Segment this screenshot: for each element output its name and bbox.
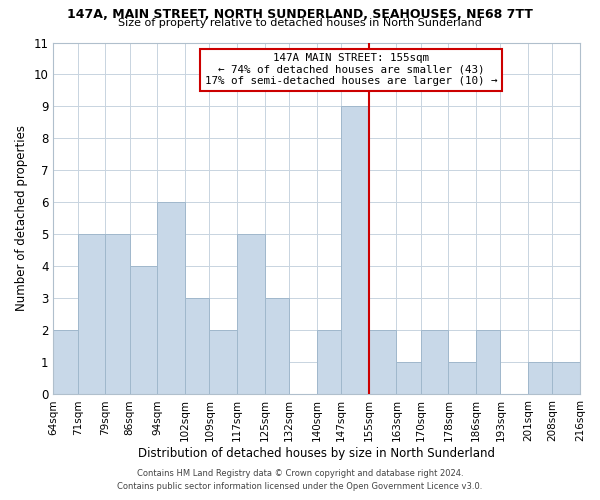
Bar (397, 362, 421, 394)
Bar (53, 330, 77, 394)
Text: 147A, MAIN STREET, NORTH SUNDERLAND, SEAHOUSES, NE68 7TT: 147A, MAIN STREET, NORTH SUNDERLAND, SEA… (67, 8, 533, 20)
Bar (185, 298, 209, 394)
Bar (421, 330, 448, 394)
Text: 147A MAIN STREET: 155sqm
← 74% of detached houses are smaller (43)
17% of semi-d: 147A MAIN STREET: 155sqm ← 74% of detach… (205, 53, 497, 86)
Bar (552, 362, 580, 394)
X-axis label: Distribution of detached houses by size in North Sunderland: Distribution of detached houses by size … (138, 447, 495, 460)
Y-axis label: Number of detached properties: Number of detached properties (15, 126, 28, 312)
Text: Contains HM Land Registry data © Crown copyright and database right 2024.
Contai: Contains HM Land Registry data © Crown c… (118, 470, 482, 491)
Bar (317, 330, 341, 394)
Bar (476, 330, 500, 394)
Bar (341, 106, 368, 395)
Bar (237, 234, 265, 394)
Bar (106, 234, 130, 394)
Bar (77, 234, 106, 394)
Bar (448, 362, 476, 394)
Text: Size of property relative to detached houses in North Sunderland: Size of property relative to detached ho… (118, 18, 482, 28)
Bar (209, 330, 237, 394)
Bar (528, 362, 552, 394)
Bar (265, 298, 289, 394)
Bar (157, 202, 185, 394)
Bar (130, 266, 157, 394)
Bar (368, 330, 397, 394)
